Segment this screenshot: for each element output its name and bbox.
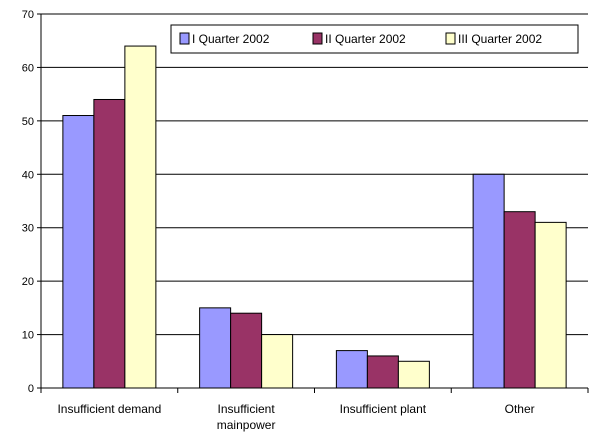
legend-swatch-2 [312, 32, 323, 45]
legend-label-2: II Quarter 2002 [325, 32, 406, 46]
x-tick-label: Insufficient plant [340, 402, 427, 416]
bar-2-2 [230, 312, 263, 389]
bar-3-2 [261, 334, 294, 389]
y-tick-label: 10 [22, 330, 34, 342]
bar-3-3 [397, 360, 430, 389]
bar-2-3 [366, 355, 399, 389]
legend-label-1: I Quarter 2002 [192, 32, 270, 46]
legend-swatch-3 [445, 32, 456, 45]
bar-3-1 [124, 45, 157, 389]
y-tick-label: 60 [22, 62, 34, 74]
y-tick-label: 40 [22, 169, 34, 181]
y-tick-label: 70 [22, 9, 34, 21]
legend-label-3: III Quarter 2002 [458, 32, 542, 46]
bar-1-4 [472, 173, 505, 389]
y-tick-label: 20 [22, 276, 34, 288]
y-tick-label: 50 [22, 116, 34, 128]
bar-2-4 [503, 211, 536, 389]
bar-1-2 [199, 307, 232, 389]
x-tick-label: Insufficient [218, 402, 276, 416]
bar-3-4 [534, 221, 567, 389]
x-tick-label: mainpower [217, 418, 276, 432]
legend-box [170, 24, 579, 54]
bar-1-3 [335, 350, 368, 389]
bar-2-1 [93, 98, 126, 389]
legend-swatch-1 [179, 32, 190, 45]
y-tick-label: 0 [28, 383, 34, 395]
bar-1-1 [62, 115, 95, 389]
x-tick-label: Insufficient demand [57, 402, 161, 416]
y-tick-label: 30 [22, 223, 34, 235]
x-tick-label: Other [505, 402, 535, 416]
